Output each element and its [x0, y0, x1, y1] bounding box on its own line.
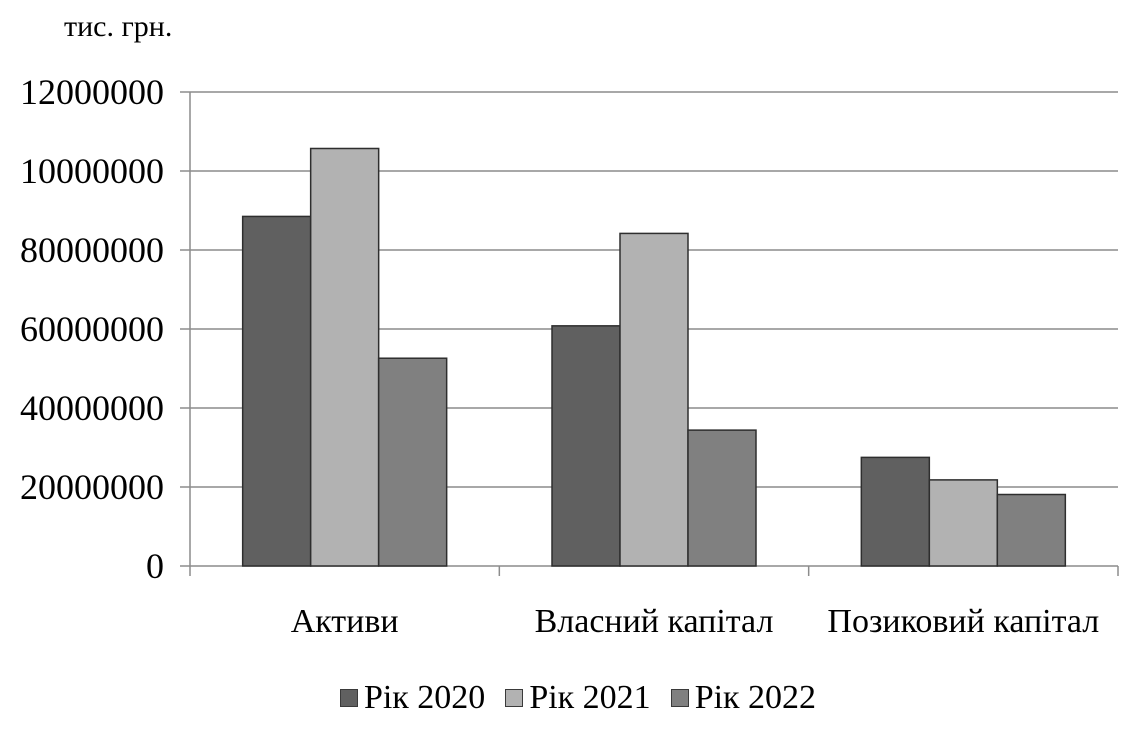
- y-tick-label: 10000000: [20, 151, 164, 191]
- x-category-label: Позиковий капітал: [827, 603, 1099, 640]
- bar: [928, 479, 999, 567]
- legend-label-2022: Рік 2022: [694, 679, 817, 716]
- legend-swatch-2022: [670, 689, 689, 707]
- bar: [687, 429, 757, 567]
- bar: [377, 357, 448, 567]
- y-tick-label: 80000000: [20, 230, 164, 270]
- legend-item-2021: Рік 2021: [505, 676, 651, 720]
- legend: Рік 2020 Рік 2021 Рік 2022: [0, 676, 1124, 720]
- bar: [619, 232, 689, 567]
- y-tick-label: 40000000: [20, 388, 164, 428]
- y-tick-label: 12000000: [20, 72, 164, 112]
- bar: [860, 456, 931, 567]
- legend-label-2021: Рік 2021: [529, 679, 651, 716]
- x-category-label: Власний капітал: [535, 603, 774, 640]
- legend-item-2022: Рік 2022: [670, 676, 817, 720]
- legend-label-2020: Рік 2020: [363, 679, 486, 716]
- legend-item-2020: Рік 2020: [339, 676, 486, 720]
- y-tick-label: 60000000: [20, 309, 164, 349]
- bar: [309, 147, 380, 567]
- legend-swatch-2020: [339, 689, 358, 707]
- y-tick-label: 0: [146, 546, 164, 586]
- legend-swatch-2021: [505, 689, 524, 707]
- bar: [996, 493, 1067, 567]
- x-category-label: Активи: [291, 603, 399, 640]
- bar: [241, 215, 312, 567]
- bar: [551, 325, 621, 567]
- unit-label: тис. грн.: [64, 10, 173, 43]
- y-tick-label: 20000000: [20, 467, 164, 507]
